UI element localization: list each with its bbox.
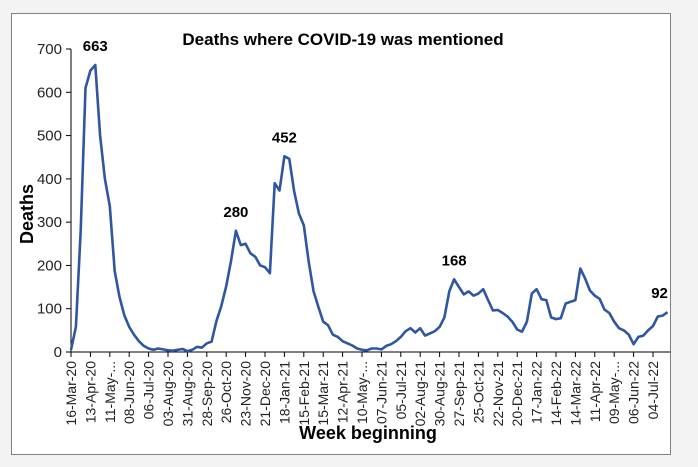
data-label: 663 bbox=[83, 38, 108, 55]
x-tick-label: 14-Feb-22 bbox=[548, 361, 564, 426]
y-tick-label: 700 bbox=[37, 41, 62, 58]
y-tick-label: 0 bbox=[54, 344, 62, 361]
data-label: 280 bbox=[223, 204, 248, 221]
x-tick-label: 31-Aug-20 bbox=[179, 361, 195, 427]
chart-frame: Deaths where COVID-19 was mentioned 0 100… bbox=[11, 13, 671, 455]
chart-title: Deaths where COVID-19 was mentioned bbox=[182, 30, 503, 49]
y-tick-label: 400 bbox=[37, 171, 62, 188]
series-line-deaths bbox=[69, 63, 669, 353]
x-tick-label: 08-Jun-20 bbox=[121, 361, 137, 424]
x-tick-label: 16-Mar-20 bbox=[63, 361, 79, 426]
x-tick-label: 13-Apr-20 bbox=[82, 361, 98, 423]
x-tick-label: 28-Sep-20 bbox=[199, 361, 215, 427]
data-label: 452 bbox=[272, 129, 297, 146]
x-tick-label: 12-Apr-21 bbox=[335, 361, 351, 423]
series-lines bbox=[69, 63, 669, 353]
x-tick-label: 17-Jan-22 bbox=[529, 361, 545, 424]
x-tick-label: 06-Jul-20 bbox=[141, 361, 157, 420]
x-tick-label: 02-Aug-21 bbox=[412, 361, 428, 427]
x-tick-label: 23-Nov-20 bbox=[238, 361, 254, 427]
x-tick-label: 21-Dec-20 bbox=[257, 361, 273, 427]
line-chart: Deaths where COVID-19 was mentioned 0 100… bbox=[17, 30, 671, 443]
x-tick-label: 11-May-... bbox=[102, 361, 118, 423]
x-tick-label: 25-Oct-21 bbox=[470, 361, 486, 423]
data-label: 92 bbox=[651, 285, 668, 302]
x-tick-label: 26-Oct-20 bbox=[218, 361, 234, 423]
x-tick-label: 20-Dec-21 bbox=[509, 361, 525, 427]
x-axis-label: Week beginning bbox=[299, 423, 437, 443]
x-tick-label: 15-Feb-21 bbox=[296, 361, 312, 426]
x-tick-label: 14-Mar-22 bbox=[567, 361, 583, 426]
y-tick-label: 600 bbox=[37, 84, 62, 101]
x-tick-label: 07-Jun-21 bbox=[373, 361, 389, 424]
data-labels: 663 280 452 168 92 bbox=[83, 38, 668, 302]
y-tick-label: 200 bbox=[37, 257, 62, 274]
y-axis-label: Deaths bbox=[17, 184, 37, 244]
x-tick-label: 30-Aug-21 bbox=[432, 361, 448, 427]
x-tick-label: 18-Jan-21 bbox=[276, 361, 292, 424]
x-tick-label: 15-Mar-21 bbox=[315, 361, 331, 426]
x-tick-label: 04-Jul-22 bbox=[645, 361, 661, 420]
y-tick-label: 500 bbox=[37, 128, 62, 145]
y-tick-label: 100 bbox=[37, 301, 62, 318]
x-tick-label: 22-Nov-21 bbox=[490, 361, 506, 427]
x-tick-label: 03-Aug-20 bbox=[160, 361, 176, 427]
x-axis: 16-Mar-20 13-Apr-20 11-May-... 08-Jun-20 06-… bbox=[63, 351, 671, 427]
x-tick-label: 06-Jun-22 bbox=[626, 361, 642, 424]
x-tick-label: 10-May-... bbox=[354, 361, 370, 424]
y-tick-label: 300 bbox=[37, 214, 62, 231]
data-label: 168 bbox=[442, 252, 467, 269]
x-tick-label: 27-Sep-21 bbox=[451, 361, 467, 427]
x-tick-label: 11-Apr-22 bbox=[587, 361, 603, 422]
x-tick-label: 05-Jul-21 bbox=[393, 361, 409, 420]
x-tick-label: 09-May-... bbox=[606, 361, 622, 424]
y-axis: 0 100 200 300 400 500 600 700 bbox=[37, 41, 72, 361]
